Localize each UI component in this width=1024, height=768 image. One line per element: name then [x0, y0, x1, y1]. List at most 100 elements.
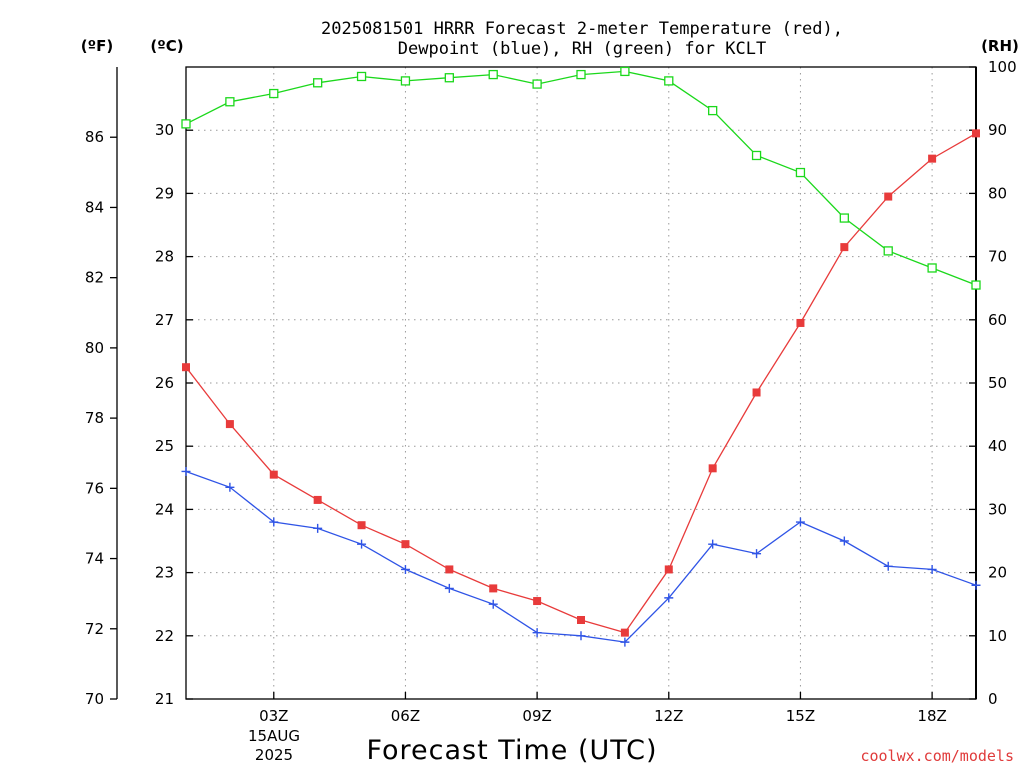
series-2-point-16 [883, 246, 893, 256]
series-1-point-9 [576, 631, 586, 641]
chart-title-line1: 2025081501 HRRR Forecast 2-meter Tempera… [321, 19, 843, 39]
series-1-point-5 [400, 564, 410, 574]
series-1-point-10 [620, 637, 630, 647]
series-2-point-12 [708, 105, 718, 116]
series-0-point-2 [269, 470, 278, 479]
fahrenheit-tick-label-70: 70 [85, 690, 104, 708]
series-0-point-16 [884, 192, 893, 201]
series-2-point-10 [620, 66, 630, 77]
rh-tick-label-50: 50 [988, 374, 1007, 392]
x-date-label-year: 2025 [255, 746, 293, 764]
rh-tick-label-30: 30 [988, 500, 1007, 518]
series-1 [181, 466, 981, 647]
celsius-tick-label-29: 29 [155, 184, 174, 202]
series-2-point-8 [532, 79, 542, 89]
series-2-point-18 [971, 280, 981, 290]
rh-tick-label-20: 20 [988, 564, 1007, 582]
fahrenheit-tick-label-76: 76 [85, 479, 104, 497]
x-axis-ticks: 03Z 06Z 09Z 12Z 15Z 18Z [259, 692, 947, 725]
series-0-point-9 [577, 616, 585, 624]
celsius-tick-label-23: 23 [155, 564, 174, 582]
fahrenheit-unit-label: (ºF) [81, 37, 113, 55]
series-0-point-11 [664, 565, 673, 574]
series-2-point-5 [400, 76, 411, 86]
series-1-point-14 [795, 517, 805, 527]
series-2-point-9 [576, 69, 586, 80]
fahrenheit-axis-ticks: 70 72 74 76 78 80 82 84 86 [85, 128, 117, 708]
series-0-point-8 [533, 597, 542, 606]
rh-tick-label-70: 70 [988, 248, 1007, 266]
series-0-point-13 [752, 388, 761, 397]
plot-frame [185, 66, 977, 700]
series-2-point-11 [664, 76, 674, 86]
series-1-point-12 [708, 539, 718, 549]
series-layer [181, 66, 981, 647]
celsius-tick-label-27: 27 [155, 311, 174, 329]
x-tick-label-9: 09Z [522, 707, 551, 725]
celsius-unit-label: (ºC) [150, 37, 183, 55]
rh-tick-label-80: 80 [988, 184, 1007, 202]
series-line-2 [185, 70, 977, 286]
series-1-point-0 [181, 466, 191, 476]
series-2-point-4 [356, 71, 367, 82]
celsius-tick-label-28: 28 [155, 248, 174, 266]
series-0-point-6 [445, 565, 454, 574]
series-0-point-14 [796, 318, 805, 327]
series-2-point-0 [181, 119, 191, 129]
series-0-point-3 [313, 495, 322, 504]
series-0-point-12 [708, 464, 717, 473]
rh-tick-label-0: 0 [988, 690, 998, 708]
credit-label: coolwx.com/models [860, 747, 1014, 765]
rh-tick-label-10: 10 [988, 627, 1007, 645]
celsius-tick-label-22: 22 [155, 627, 174, 645]
fahrenheit-tick-label-74: 74 [85, 550, 104, 568]
series-1-point-1 [225, 482, 235, 492]
series-0-point-7 [489, 584, 498, 593]
series-1-point-7 [488, 599, 498, 609]
fahrenheit-tick-label-80: 80 [85, 339, 104, 357]
series-2-point-1 [225, 97, 235, 107]
series-2-point-2 [269, 88, 279, 99]
rh-tick-label-40: 40 [988, 437, 1007, 455]
series-2-point-14 [795, 167, 806, 178]
grid-lines [186, 67, 976, 699]
x-tick-label-3: 03Z [259, 707, 288, 725]
fahrenheit-tick-label-78: 78 [85, 409, 104, 427]
rh-tick-label-60: 60 [988, 311, 1007, 329]
series-0-point-0 [182, 363, 190, 372]
series-2-point-13 [751, 150, 762, 161]
series-1-point-17 [927, 564, 937, 574]
series-2-point-3 [313, 78, 323, 88]
series-0-point-1 [225, 420, 234, 429]
series-1-point-6 [444, 583, 454, 593]
series-1-point-13 [752, 549, 762, 559]
x-date-label-day: 15AUG [248, 727, 300, 745]
series-2-point-6 [444, 73, 454, 83]
series-1-point-4 [357, 539, 367, 549]
series-1-point-8 [532, 628, 542, 638]
series-1-point-3 [313, 523, 323, 533]
series-2 [181, 66, 981, 290]
x-tick-label-15: 15Z [786, 707, 815, 725]
series-1-point-2 [269, 517, 279, 527]
series-line-0 [185, 132, 977, 634]
series-2-point-7 [488, 69, 498, 80]
series-0-point-10 [620, 628, 629, 637]
series-1-point-15 [839, 536, 849, 546]
x-axis-label: Forecast Time (UTC) [366, 735, 657, 766]
series-2-point-15 [839, 213, 849, 223]
fahrenheit-tick-label-82: 82 [85, 269, 104, 287]
series-1-point-16 [883, 561, 893, 571]
series-1-point-18 [971, 580, 981, 590]
celsius-tick-label-24: 24 [155, 500, 174, 518]
fahrenheit-tick-label-72: 72 [85, 620, 104, 638]
series-0-point-4 [357, 521, 366, 530]
series-2-point-17 [927, 263, 937, 273]
celsius-axis-ticks: 21 22 23 24 25 26 27 28 29 30 [155, 121, 193, 708]
celsius-tick-label-26: 26 [155, 374, 174, 392]
x-tick-label-6: 06Z [391, 707, 420, 725]
series-0-point-5 [401, 540, 410, 549]
series-0-point-18 [972, 129, 980, 138]
fahrenheit-tick-label-86: 86 [85, 128, 104, 146]
